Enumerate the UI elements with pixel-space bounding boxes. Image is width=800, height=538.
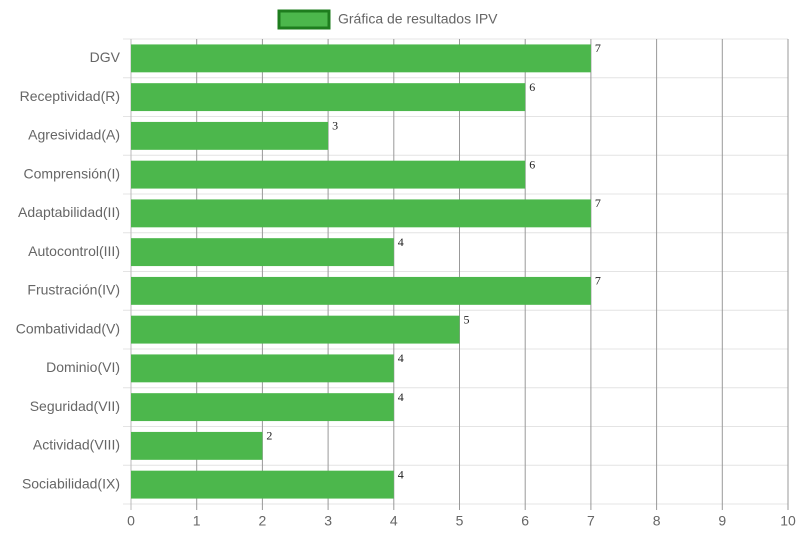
- value-label: 7: [595, 41, 601, 55]
- y-tick-label: Autocontrol(III): [28, 243, 120, 259]
- value-label: 4: [398, 467, 404, 481]
- y-tick-label: Receptividad(R): [20, 88, 120, 104]
- x-tick-label: 2: [259, 513, 267, 529]
- bar: [131, 238, 394, 267]
- bar: [131, 276, 591, 305]
- bar: [131, 44, 591, 73]
- bar: [131, 470, 394, 499]
- value-label: 5: [464, 312, 470, 326]
- value-label: 2: [266, 429, 272, 443]
- bar: [131, 121, 329, 150]
- y-tick-label: Agresividad(A): [28, 127, 120, 143]
- x-tick-label: 5: [456, 513, 464, 529]
- value-label: 6: [529, 80, 535, 94]
- y-tick-label: Seguridad(VII): [30, 398, 120, 414]
- x-tick-label: 7: [587, 513, 595, 529]
- y-tick-label: Combatividad(V): [16, 320, 120, 336]
- x-tick-label: 1: [193, 513, 201, 529]
- y-tick-label: Frustración(IV): [27, 282, 120, 298]
- legend-label[interactable]: Gráfica de resultados IPV: [338, 11, 498, 27]
- bar: [131, 315, 460, 344]
- x-tick-label: 6: [521, 513, 529, 529]
- bar: [131, 199, 591, 228]
- bar: [131, 354, 394, 383]
- x-tick-label: 0: [127, 513, 135, 529]
- y-tick-label: Actividad(VIII): [33, 437, 120, 453]
- y-tick-label: DGV: [90, 49, 121, 65]
- x-tick-label: 8: [653, 513, 661, 529]
- value-label: 4: [398, 235, 404, 249]
- x-tick-label: 9: [718, 513, 726, 529]
- y-tick-label: Adaptabilidad(II): [18, 204, 120, 220]
- bar: [131, 431, 263, 460]
- legend-swatch[interactable]: [277, 9, 331, 30]
- value-label: 7: [595, 196, 601, 210]
- y-tick-label: Comprensión(I): [24, 165, 120, 181]
- bar: [131, 393, 394, 422]
- y-tick-label: Sociabilidad(IX): [22, 475, 120, 491]
- value-label: 7: [595, 274, 601, 288]
- x-tick-label: 10: [780, 513, 796, 529]
- value-label: 4: [398, 390, 404, 404]
- y-tick-label: Dominio(VI): [46, 359, 120, 375]
- x-tick-label: 4: [390, 513, 398, 529]
- value-label: 6: [529, 157, 535, 171]
- value-label: 3: [332, 119, 338, 133]
- x-tick-label: 3: [324, 513, 332, 529]
- value-label: 4: [398, 351, 404, 365]
- bar: [131, 83, 526, 112]
- bar: [131, 160, 526, 189]
